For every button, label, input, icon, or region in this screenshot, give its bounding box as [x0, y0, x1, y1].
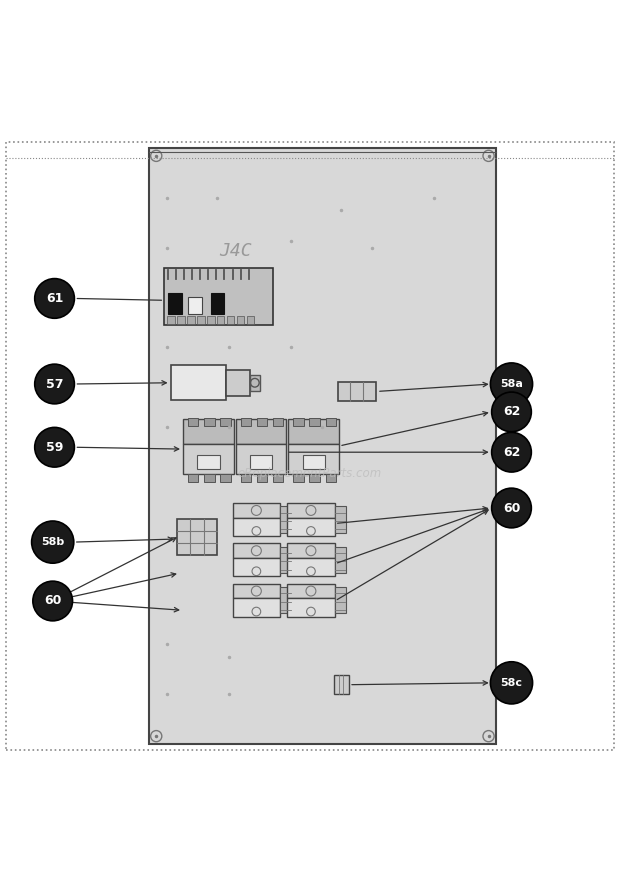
FancyBboxPatch shape: [273, 417, 283, 425]
FancyBboxPatch shape: [287, 583, 335, 599]
FancyBboxPatch shape: [287, 543, 335, 558]
Circle shape: [35, 278, 74, 318]
FancyBboxPatch shape: [287, 503, 335, 518]
FancyBboxPatch shape: [149, 148, 496, 744]
FancyBboxPatch shape: [335, 507, 346, 533]
Text: eReplacementParts.com: eReplacementParts.com: [238, 467, 382, 481]
Text: J4C: J4C: [219, 242, 252, 260]
FancyBboxPatch shape: [232, 503, 280, 518]
FancyBboxPatch shape: [280, 587, 291, 613]
FancyBboxPatch shape: [232, 543, 280, 558]
FancyBboxPatch shape: [183, 444, 234, 474]
Text: 57: 57: [46, 377, 63, 391]
Text: 58c: 58c: [500, 678, 523, 688]
FancyBboxPatch shape: [241, 417, 251, 425]
FancyBboxPatch shape: [177, 317, 185, 324]
Circle shape: [32, 521, 74, 563]
FancyBboxPatch shape: [232, 518, 280, 536]
FancyBboxPatch shape: [236, 419, 286, 444]
Text: 60: 60: [503, 501, 520, 515]
Circle shape: [492, 488, 531, 528]
FancyBboxPatch shape: [288, 419, 339, 444]
Circle shape: [492, 392, 531, 432]
FancyBboxPatch shape: [335, 547, 346, 573]
Circle shape: [490, 662, 533, 704]
FancyBboxPatch shape: [309, 417, 320, 425]
FancyBboxPatch shape: [170, 366, 226, 400]
Circle shape: [492, 433, 531, 472]
FancyBboxPatch shape: [207, 317, 215, 324]
Circle shape: [35, 427, 74, 467]
FancyBboxPatch shape: [326, 474, 336, 482]
FancyBboxPatch shape: [335, 587, 346, 613]
FancyBboxPatch shape: [220, 417, 231, 425]
FancyBboxPatch shape: [6, 142, 614, 750]
FancyBboxPatch shape: [326, 417, 336, 425]
Text: 59: 59: [46, 441, 63, 454]
FancyBboxPatch shape: [334, 675, 349, 694]
FancyBboxPatch shape: [167, 317, 175, 324]
FancyBboxPatch shape: [197, 317, 205, 324]
FancyBboxPatch shape: [250, 455, 272, 469]
FancyBboxPatch shape: [250, 375, 260, 391]
FancyBboxPatch shape: [293, 474, 304, 482]
FancyBboxPatch shape: [257, 474, 267, 482]
FancyBboxPatch shape: [227, 317, 234, 324]
Text: 60: 60: [44, 594, 61, 607]
Text: 61: 61: [46, 292, 63, 305]
FancyBboxPatch shape: [217, 317, 224, 324]
FancyBboxPatch shape: [257, 417, 267, 425]
FancyBboxPatch shape: [309, 474, 320, 482]
Circle shape: [490, 363, 533, 405]
FancyBboxPatch shape: [232, 558, 280, 576]
FancyBboxPatch shape: [288, 444, 339, 474]
FancyBboxPatch shape: [204, 474, 215, 482]
FancyBboxPatch shape: [303, 455, 325, 469]
FancyBboxPatch shape: [280, 547, 291, 573]
Text: 58b: 58b: [41, 537, 64, 547]
FancyBboxPatch shape: [183, 419, 234, 444]
Text: 58a: 58a: [500, 379, 523, 389]
FancyBboxPatch shape: [197, 455, 219, 469]
Circle shape: [35, 364, 74, 404]
FancyBboxPatch shape: [226, 370, 250, 396]
FancyBboxPatch shape: [177, 518, 217, 555]
FancyBboxPatch shape: [204, 417, 215, 425]
FancyBboxPatch shape: [232, 583, 280, 599]
Text: 62: 62: [503, 405, 520, 418]
FancyBboxPatch shape: [293, 417, 304, 425]
FancyBboxPatch shape: [188, 417, 198, 425]
FancyBboxPatch shape: [273, 474, 283, 482]
FancyBboxPatch shape: [236, 444, 286, 474]
FancyBboxPatch shape: [232, 599, 280, 616]
FancyBboxPatch shape: [241, 474, 251, 482]
FancyBboxPatch shape: [237, 317, 244, 324]
FancyBboxPatch shape: [211, 293, 224, 314]
FancyBboxPatch shape: [287, 599, 335, 616]
FancyBboxPatch shape: [280, 507, 291, 533]
Text: 62: 62: [503, 446, 520, 458]
FancyBboxPatch shape: [164, 268, 273, 325]
FancyBboxPatch shape: [168, 293, 182, 314]
FancyBboxPatch shape: [247, 317, 254, 324]
Circle shape: [33, 582, 73, 621]
FancyBboxPatch shape: [188, 296, 202, 314]
FancyBboxPatch shape: [188, 474, 198, 482]
FancyBboxPatch shape: [187, 317, 195, 324]
FancyBboxPatch shape: [287, 518, 335, 536]
FancyBboxPatch shape: [338, 382, 376, 401]
FancyBboxPatch shape: [287, 558, 335, 576]
FancyBboxPatch shape: [220, 474, 231, 482]
